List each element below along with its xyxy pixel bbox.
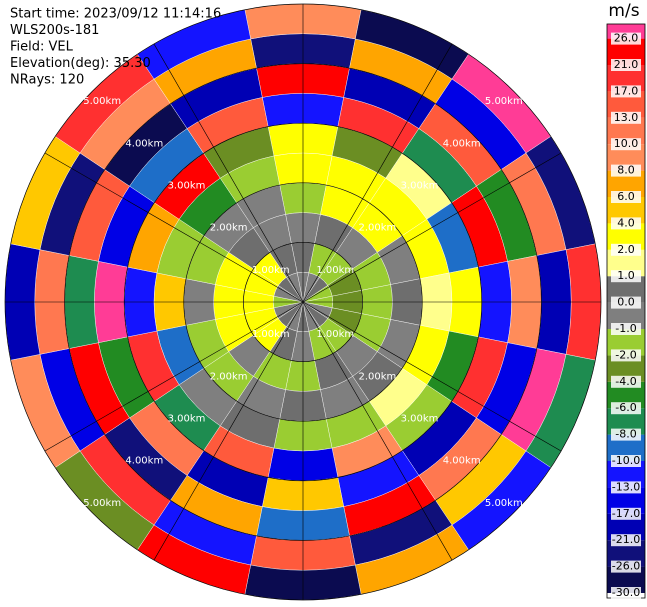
overlay: 1.00km 1.00km 1.00km 1.00km 2.00km 2.00km 2.00… [4, 3, 602, 601]
colorbar-tick-label: 2.0 [617, 243, 635, 256]
colorbar-label-bg [611, 402, 641, 415]
range-ring-label: 1.00km [316, 329, 354, 340]
colorbar-tick-label: 6.0 [617, 190, 635, 203]
colorbar-tick-label: 10.0 [614, 137, 639, 150]
range-ring-label: 1.00km [252, 329, 290, 340]
colorbar-label-bg [611, 270, 641, 283]
colorbar-label-bg [611, 85, 641, 98]
colorbar-tick-label: 0.0 [617, 296, 635, 309]
colorbar-tick-label: -10.0 [612, 454, 640, 467]
header-line: Elevation(deg): 35.30 [10, 56, 151, 71]
range-ring-label: 5.00km [83, 96, 121, 107]
range-ring-label: 3.00km [401, 180, 439, 191]
colorbar-label-bg [611, 323, 641, 335]
colorbar-tick-label: 1.0 [617, 269, 635, 282]
colorbar-tick-label: 13.0 [614, 111, 639, 124]
colorbar-title: m/s [608, 1, 639, 21]
range-ring-label: 2.00km [358, 223, 396, 234]
header-line: NRays: 120 [10, 73, 84, 88]
range-ring-label: 2.00km [210, 371, 248, 382]
colorbar-tick-label: -13.0 [612, 480, 640, 493]
colorbar-label-bg [611, 164, 641, 177]
colorbar-label-bg [611, 296, 641, 309]
colorbar-label-bg [611, 217, 641, 230]
colorbar-label-bg [611, 349, 641, 362]
colorbar-tick-label: -6.0 [615, 401, 636, 414]
header-line: WLS200s-181 [10, 23, 99, 38]
range-ring-label: 3.00km [168, 414, 206, 425]
colorbar-label-bg [611, 587, 641, 599]
range-ring [123, 122, 483, 482]
colorbar-label-bg [611, 243, 641, 256]
colorbar-tick-label: -1.0 [615, 322, 636, 335]
header-line: Field: VEL [10, 40, 74, 55]
range-ring [4, 3, 602, 601]
colorbar-label-bg [611, 534, 641, 547]
colorbar-label-bg [611, 507, 641, 520]
range-ring-label: 4.00km [125, 456, 163, 467]
range-ring [64, 63, 542, 541]
range-ring-label: 4.00km [443, 138, 481, 149]
range-ring-label: 2.00km [210, 223, 248, 234]
colorbar-tick-label: -2.0 [615, 348, 636, 361]
range-ring-label: 4.00km [125, 138, 163, 149]
colorbar-label-bg [611, 375, 641, 388]
colorbar-label-bg [611, 428, 641, 441]
range-ring-label: 1.00km [252, 265, 290, 276]
colorbar-tick-label: -30.0 [612, 586, 640, 599]
range-ring-label: 5.00km [485, 96, 523, 107]
colorbar-tick-label: -26.0 [612, 560, 640, 573]
colorbar-label-bg [611, 191, 641, 203]
header: Start time: 2023/09/12 11:14:16WLS200s-1… [10, 7, 221, 88]
colorbar-tick-label: 21.0 [614, 58, 639, 71]
colorbar: -30.0 -26.0 -21.0 -17.0 -13.0 -10.0 -8.0 -6.0 -4… [606, 1, 646, 599]
colorbar-label-bg [611, 481, 641, 494]
colorbar-tick-label: -4.0 [615, 375, 636, 388]
range-ring-label: 1.00km [316, 265, 354, 276]
range-ring-label: 2.00km [358, 371, 396, 382]
colorbar-tick-label: -21.0 [612, 533, 640, 546]
colorbar-tick-label: 4.0 [617, 216, 635, 229]
colorbar-label-bg [611, 32, 641, 45]
range-ring-label: 4.00km [443, 456, 481, 467]
colorbar-label-bg [611, 455, 641, 467]
range-ring-label: 5.00km [485, 498, 523, 509]
colorbar-tick-label: 26.0 [614, 32, 639, 45]
colorbar-tick-label: -17.0 [612, 507, 640, 520]
range-ring-label: 3.00km [168, 180, 206, 191]
range-ring-label: 3.00km [401, 414, 439, 425]
colorbar-label-bg [611, 111, 641, 124]
colorbar-tick-label: 8.0 [617, 164, 635, 177]
colorbar-tick-label: -8.0 [615, 428, 636, 441]
range-ring [243, 242, 363, 362]
range-ring-label: 5.00km [83, 498, 121, 509]
colorbar-tick-label: 17.0 [614, 84, 639, 97]
range-ring [183, 182, 423, 422]
colorbar-label-bg [611, 59, 641, 71]
colorbar-label-bg [611, 560, 641, 573]
colorbar-label-bg [611, 138, 641, 151]
azimuth-line [153, 43, 453, 561]
header-line: Start time: 2023/09/12 11:14:16 [10, 7, 221, 22]
